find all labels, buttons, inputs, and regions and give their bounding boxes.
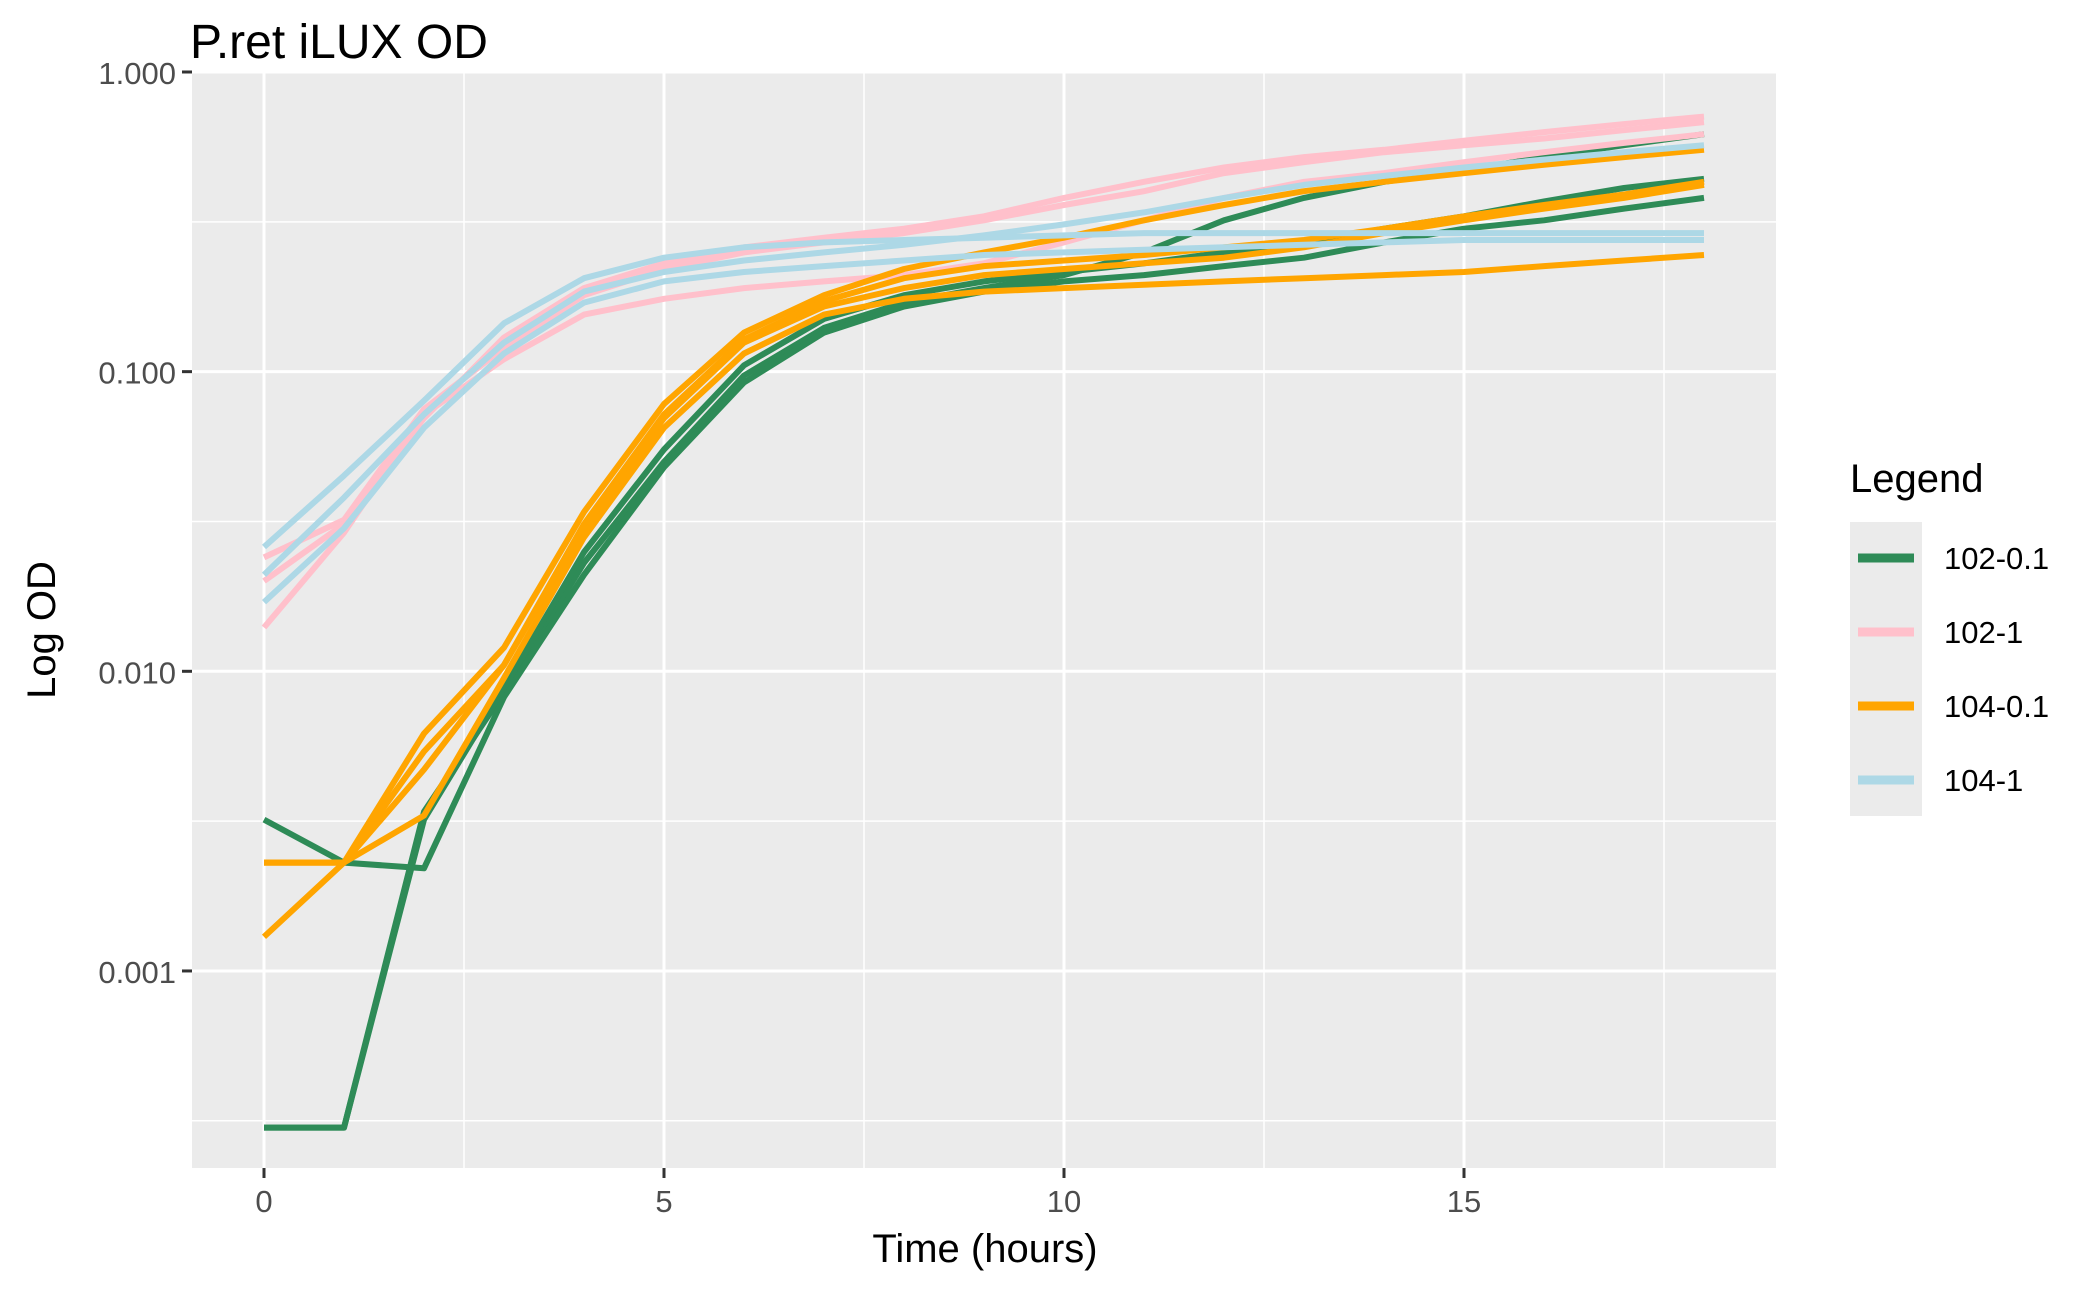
x-tick-label: 15: [1447, 1184, 1481, 1219]
x-axis: 0 5 10 15: [255, 1168, 1481, 1219]
x-tick-label: 10: [1047, 1184, 1081, 1219]
chart-title: P.ret iLUX OD: [190, 16, 488, 69]
y-axis: 0.001 0.010 0.100 1.000: [98, 56, 192, 990]
series-line-102-1: [262, 119, 1705, 561]
y-tick-label: 0.001: [98, 955, 176, 990]
legend-label-104-0.1: 104-0.1: [1944, 689, 2049, 724]
series-lines: [261, 113, 1705, 1131]
x-axis-label: Time (hours): [872, 1227, 1097, 1271]
x-tick-label: 0: [255, 1184, 272, 1219]
series-line-104-1: [261, 142, 1705, 577]
y-axis-label: Log OD: [20, 561, 64, 699]
y-tick-label: 0.010: [98, 655, 176, 690]
legend-label-104-1: 104-1: [1944, 763, 2023, 798]
legend-label-102-0.1: 102-0.1: [1944, 541, 2049, 576]
y-tick-label: 1.000: [98, 56, 176, 91]
legend-key-background: [1850, 522, 1922, 816]
legend: Legend 102-0.1 102-1 104-0.1 104-1: [1850, 457, 2049, 816]
series-line-104-0.1: [264, 178, 1705, 866]
legend-label-102-1: 102-1: [1944, 615, 2023, 650]
x-tick-label: 5: [655, 1184, 672, 1219]
legend-title: Legend: [1850, 457, 1983, 501]
y-tick-label: 0.100: [98, 356, 176, 391]
series-line-102-1: [262, 113, 1705, 584]
series-line-104-0.1: [264, 252, 1705, 866]
series-line-104-1: [261, 237, 1704, 605]
